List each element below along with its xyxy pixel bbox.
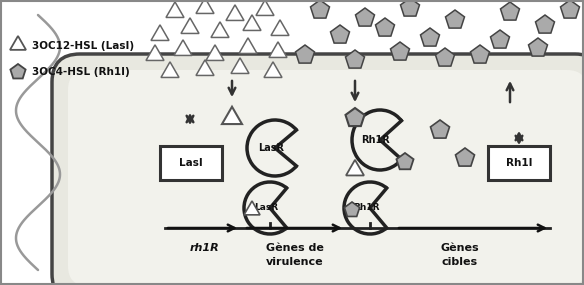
Text: LasI: LasI [179,158,203,168]
FancyBboxPatch shape [68,70,584,285]
Polygon shape [264,62,282,78]
Text: 3OC12-HSL (LasI): 3OC12-HSL (LasI) [32,41,134,51]
Polygon shape [161,62,179,78]
Polygon shape [166,2,184,17]
Polygon shape [391,42,409,60]
Text: 3OC4-HSL (Rh1I): 3OC4-HSL (Rh1I) [32,67,130,77]
Polygon shape [356,8,374,26]
Polygon shape [206,45,224,60]
Polygon shape [561,0,579,18]
Polygon shape [430,120,450,138]
Polygon shape [500,2,520,20]
Polygon shape [181,18,199,33]
Polygon shape [376,18,395,36]
Polygon shape [401,0,419,16]
Polygon shape [10,36,26,50]
Polygon shape [211,22,229,37]
Text: LasR: LasR [258,143,284,153]
Text: Rh1R: Rh1R [361,135,390,145]
Text: LasR: LasR [254,203,278,213]
Polygon shape [436,48,454,66]
Polygon shape [239,38,257,54]
Text: rh1R: rh1R [190,243,220,253]
Polygon shape [196,60,214,76]
Polygon shape [491,30,509,48]
FancyBboxPatch shape [160,146,222,180]
Text: Gènes: Gènes [441,243,479,253]
Polygon shape [529,38,548,56]
Polygon shape [222,107,242,124]
Polygon shape [174,40,192,56]
Polygon shape [146,45,164,60]
FancyBboxPatch shape [52,54,584,285]
Polygon shape [346,50,364,68]
Polygon shape [11,64,26,78]
Polygon shape [311,0,329,18]
Polygon shape [536,15,555,33]
FancyBboxPatch shape [488,146,550,180]
Polygon shape [346,160,364,176]
Polygon shape [244,201,260,215]
Text: Gènes de: Gènes de [266,243,324,253]
Polygon shape [231,58,249,74]
Polygon shape [456,148,475,166]
Polygon shape [256,0,274,15]
Text: Rh1I: Rh1I [506,158,532,168]
Polygon shape [243,15,261,30]
Polygon shape [196,0,214,13]
Text: virulence: virulence [266,257,324,267]
Polygon shape [345,202,360,217]
Polygon shape [296,45,315,63]
Polygon shape [151,25,169,40]
Polygon shape [446,10,464,28]
Text: Rh1R: Rh1R [353,203,380,213]
Polygon shape [420,28,440,46]
Polygon shape [346,108,364,126]
Polygon shape [271,20,289,35]
Polygon shape [471,45,489,63]
Polygon shape [269,42,287,58]
Text: cibles: cibles [442,257,478,267]
Polygon shape [397,153,413,169]
Polygon shape [331,25,349,43]
Polygon shape [226,5,244,21]
